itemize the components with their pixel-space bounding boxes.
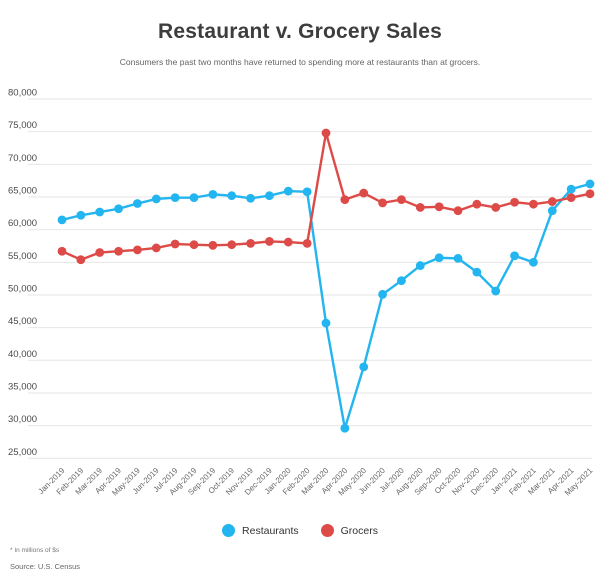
data-point-grocers xyxy=(265,237,274,246)
y-tick-label: 80,000 xyxy=(8,88,37,99)
data-point-restaurants xyxy=(246,193,255,203)
legend-item-grocers: Grocers xyxy=(320,524,378,537)
data-point-grocers xyxy=(302,238,312,248)
data-point-restaurants xyxy=(510,251,519,261)
source-footnote: Source: U.S. Census xyxy=(10,562,81,571)
data-point-restaurants xyxy=(302,187,312,197)
data-point-grocers xyxy=(585,189,595,199)
data-point-restaurants xyxy=(57,215,67,225)
data-point-restaurants xyxy=(529,257,538,267)
line-chart-plot: 25,000 30,000 35,000 40,000 45,000 50,000 55,0… xyxy=(8,88,595,498)
data-point-grocers xyxy=(76,255,86,265)
data-point-restaurants xyxy=(265,191,274,201)
data-point-grocers xyxy=(189,240,199,250)
legend-label-grocers: Grocers xyxy=(340,524,378,537)
data-point-restaurants xyxy=(133,199,142,208)
data-point-restaurants xyxy=(359,362,369,372)
data-point-restaurants xyxy=(76,210,86,220)
data-point-grocers xyxy=(566,193,576,203)
data-point-grocers xyxy=(208,240,218,250)
data-point-restaurants xyxy=(566,184,576,194)
data-point-restaurants xyxy=(434,253,444,263)
data-point-restaurants xyxy=(453,253,463,263)
data-point-restaurants xyxy=(491,286,501,296)
data-point-grocers xyxy=(510,197,519,207)
data-point-restaurants xyxy=(585,179,595,189)
grocers-swatch-icon xyxy=(320,524,334,537)
data-point-restaurants xyxy=(227,191,237,201)
data-point-restaurants xyxy=(340,423,350,433)
data-point-grocers xyxy=(133,245,142,255)
data-point-grocers xyxy=(359,188,369,198)
data-point-restaurants xyxy=(547,206,557,216)
data-point-grocers xyxy=(340,195,350,205)
chart-title: Restaurant v. Grocery Sales xyxy=(158,20,442,43)
y-tick-label: 25,000 xyxy=(8,447,37,458)
restaurants-swatch-icon xyxy=(222,524,236,537)
y-tick-label: 35,000 xyxy=(8,381,37,392)
y-tick-label: 30,000 xyxy=(8,414,37,425)
data-point-restaurants xyxy=(189,193,199,203)
data-point-grocers xyxy=(57,246,67,256)
legend-label-restaurants: Restaurants xyxy=(242,524,299,537)
chart-subtitle: Consumers the past two months have retur… xyxy=(119,57,481,67)
data-point-restaurants xyxy=(283,186,293,196)
data-point-grocers xyxy=(415,203,425,212)
data-point-restaurants xyxy=(378,289,387,299)
series-line-grocers xyxy=(60,131,592,261)
series-line-restaurants xyxy=(60,182,592,430)
data-point-restaurants xyxy=(472,267,482,277)
y-tick-label: 55,000 xyxy=(8,251,37,262)
y-tick-label: 70,000 xyxy=(8,153,37,164)
data-point-grocers xyxy=(547,197,557,206)
data-point-grocers xyxy=(246,238,255,248)
data-point-restaurants xyxy=(170,193,180,203)
data-point-grocers xyxy=(95,248,105,257)
data-point-grocers xyxy=(397,195,406,205)
y-tick-label: 60,000 xyxy=(8,218,37,229)
data-point-restaurants xyxy=(114,204,123,214)
y-tick-label: 40,000 xyxy=(8,349,37,360)
y-tick-label: 45,000 xyxy=(8,316,37,327)
data-point-restaurants xyxy=(397,276,406,286)
data-point-grocers xyxy=(170,239,180,249)
data-point-grocers xyxy=(114,246,123,256)
y-tick-label: 75,000 xyxy=(8,120,37,131)
data-point-grocers xyxy=(283,237,293,247)
data-point-restaurants xyxy=(208,189,218,199)
data-point-grocers xyxy=(321,128,331,138)
data-point-grocers xyxy=(472,199,482,209)
data-point-grocers xyxy=(378,198,387,208)
y-tick-label: 50,000 xyxy=(8,283,37,294)
data-point-restaurants xyxy=(95,207,105,217)
y-tick-label: 65,000 xyxy=(8,185,37,196)
legend-item-restaurants: Restaurants xyxy=(222,524,299,537)
chart-legend: Restaurants Grocers xyxy=(0,524,600,537)
data-point-restaurants xyxy=(415,261,425,270)
units-footnote: * In millions of $s xyxy=(10,547,60,554)
data-point-grocers xyxy=(227,240,237,250)
data-point-grocers xyxy=(529,199,538,209)
data-point-grocers xyxy=(491,203,501,212)
data-point-restaurants xyxy=(321,318,331,328)
data-point-restaurants xyxy=(151,194,161,204)
data-point-grocers xyxy=(434,202,444,212)
data-point-grocers xyxy=(151,243,161,253)
data-point-grocers xyxy=(453,206,463,216)
